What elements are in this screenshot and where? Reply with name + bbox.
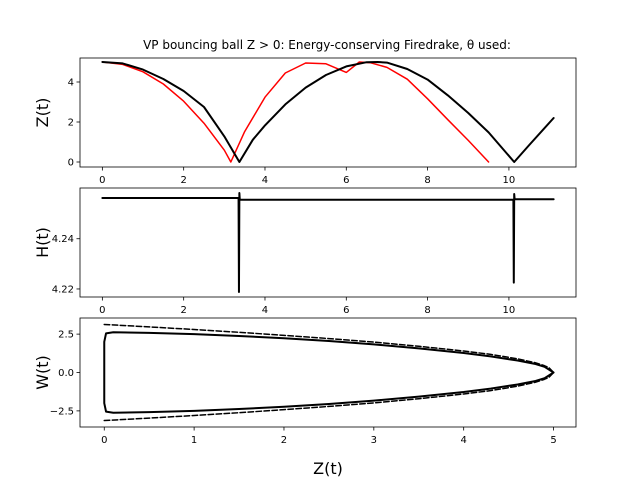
h-of-t-panel: 0 2 4 6 8 10 4.22 4.24H(t) bbox=[33, 187, 577, 316]
w-of-z-x-tick-label: 4 bbox=[460, 435, 466, 446]
h-of-t-x-tick-label: 10 bbox=[503, 305, 516, 316]
z-of-t-x-tick-label: 10 bbox=[503, 175, 516, 186]
h-of-t-axes-frame bbox=[79, 187, 577, 298]
z-of-t-y-tick-label: 0 bbox=[68, 158, 74, 169]
z-of-t-axes-frame bbox=[79, 57, 577, 168]
w-of-z-x-tick-label: 5 bbox=[550, 435, 556, 446]
z-of-t-x-tick-label: 2 bbox=[180, 175, 186, 186]
z-of-t-x-tick-label: 8 bbox=[424, 175, 430, 186]
chart-title: VP bouncing ball Z > 0: Energy-conservin… bbox=[143, 38, 511, 52]
z-of-t-series-0-line bbox=[101, 61, 490, 163]
z-of-t-series-1-line bbox=[101, 61, 555, 163]
w-of-z-x-tick-label: 3 bbox=[371, 435, 377, 446]
h-of-t-y-axis-label: H(t) bbox=[33, 227, 52, 258]
h-of-t-x-tick-label: 8 bbox=[424, 305, 430, 316]
z-of-t-y-tick-label: 2 bbox=[68, 118, 74, 129]
w-of-z-y-tick-label: −2.5 bbox=[50, 406, 74, 417]
w-of-z-x-axis-label: Z(t) bbox=[313, 459, 343, 478]
z-of-t-y-axis-label: Z(t) bbox=[33, 98, 52, 128]
w-of-z-y-axis-label: W(t) bbox=[33, 355, 52, 390]
w-of-z-series-2-line bbox=[103, 371, 555, 422]
w-of-z-series-0-line bbox=[103, 331, 555, 414]
w-of-z-x-tick-label: 2 bbox=[281, 435, 287, 446]
h-of-t-x-tick-label: 4 bbox=[262, 305, 268, 316]
w-of-z-x-tick-label: 0 bbox=[101, 435, 107, 446]
h-of-t-series-0-line bbox=[101, 192, 555, 293]
w-of-z-y-tick-label: 2.5 bbox=[58, 330, 74, 341]
z-of-t-x-tick-label: 6 bbox=[343, 175, 349, 186]
h-of-t-x-tick-label: 2 bbox=[180, 305, 186, 316]
w-of-z-axes-frame bbox=[79, 317, 577, 428]
h-of-t-x-tick-label: 0 bbox=[99, 305, 105, 316]
h-of-t-x-tick-label: 6 bbox=[343, 305, 349, 316]
w-of-z-y-tick-label: 0.0 bbox=[58, 368, 74, 379]
h-of-t-y-tick-label: 4.24 bbox=[52, 234, 74, 245]
w-of-z-x-tick-label: 1 bbox=[191, 435, 197, 446]
z-of-t-panel: 0 2 4 6 8 10 0 2 4 Z(t) bbox=[33, 57, 577, 186]
w-of-z-panel: 0 1 2 3 4 5 −2.5 0.0 2.5 W(t) Z(t) bbox=[33, 317, 577, 478]
z-of-t-x-tick-label: 0 bbox=[99, 175, 105, 186]
z-of-t-x-tick-label: 4 bbox=[262, 175, 268, 186]
z-of-t-y-tick-label: 4 bbox=[68, 78, 74, 89]
h-of-t-y-tick-label: 4.22 bbox=[52, 284, 74, 295]
w-of-z-series-1-line bbox=[103, 323, 555, 374]
